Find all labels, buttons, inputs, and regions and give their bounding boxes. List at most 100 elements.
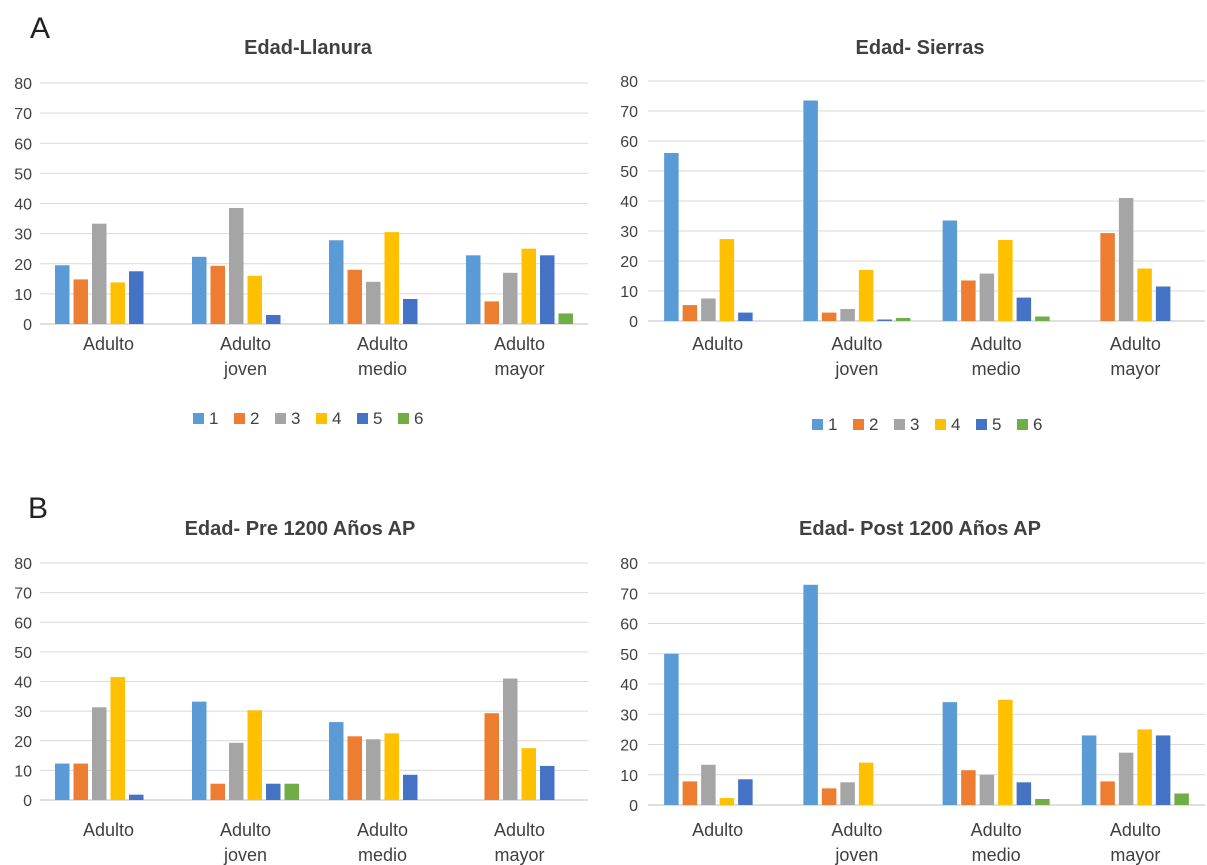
bar-5 (738, 779, 753, 805)
y-tick-label: 60 (14, 615, 32, 632)
bar-1 (329, 722, 344, 800)
legend-swatch (853, 419, 864, 430)
legend-swatch (316, 413, 327, 424)
y-tick-label: 10 (14, 763, 32, 780)
legend-swatch (812, 419, 823, 430)
y-tick-label: 80 (620, 556, 638, 573)
y-tick-label: 60 (620, 617, 638, 634)
legend-swatch (976, 419, 987, 430)
bar-5 (266, 314, 281, 324)
bar-4 (998, 699, 1013, 805)
y-tick-label: 30 (620, 707, 638, 724)
bar-2 (347, 269, 362, 324)
legend-swatch (234, 413, 245, 424)
bar-5 (129, 271, 144, 324)
category-label: Adulto (494, 334, 545, 354)
y-tick-label: 30 (620, 224, 638, 241)
bar-4 (998, 240, 1013, 321)
category-label: medio (358, 359, 407, 379)
legend-label: 5 (992, 415, 1001, 434)
legend-swatch (398, 413, 409, 424)
bar-5 (540, 765, 555, 800)
category-label: Adulto (831, 820, 882, 840)
bar-5 (1155, 286, 1171, 321)
bar-6 (558, 313, 573, 324)
y-tick-label: 40 (620, 194, 638, 211)
category-label: mayor (494, 359, 544, 379)
bar-2 (73, 763, 88, 800)
y-tick-label: 70 (620, 104, 638, 121)
category-label: medio (972, 845, 1021, 865)
legend-label: 6 (1033, 415, 1042, 434)
bar-3 (840, 309, 855, 321)
bar-5 (877, 319, 892, 321)
bar-1 (192, 701, 207, 800)
category-label: Adulto (971, 334, 1022, 354)
y-tick-label: 0 (23, 317, 32, 334)
y-tick-label: 20 (620, 254, 638, 271)
bar-4 (247, 710, 262, 800)
bar-4 (858, 762, 874, 805)
category-label: medio (972, 359, 1021, 379)
bar-1 (942, 220, 958, 321)
chart-title: Edad- Pre 1200 Años AP (185, 518, 416, 540)
category-label: Adulto (220, 334, 271, 354)
bar-3 (503, 272, 518, 324)
y-tick-label: 0 (629, 314, 638, 331)
category-label: Adulto (357, 820, 408, 840)
bar-3 (92, 707, 107, 800)
bar-3 (366, 739, 381, 800)
chart-title: Edad- Post 1200 Años AP (799, 518, 1041, 540)
bar-2 (961, 770, 976, 805)
y-tick-label: 20 (620, 738, 638, 755)
bar-6 (1174, 793, 1189, 805)
y-tick-label: 70 (620, 586, 638, 603)
bar-1 (192, 256, 207, 324)
bar-1 (55, 763, 70, 800)
bar-5 (403, 774, 418, 800)
y-tick-label: 10 (620, 768, 638, 785)
bar-2 (347, 736, 362, 800)
bar-3 (92, 223, 107, 324)
y-tick-label: 40 (14, 675, 32, 692)
legend-label: 3 (291, 409, 300, 428)
category-label: mayor (1110, 845, 1160, 865)
y-tick-label: 50 (14, 166, 32, 183)
y-tick-label: 20 (14, 257, 32, 274)
bar-2 (682, 781, 698, 805)
legend-label: 4 (332, 409, 341, 428)
legend-label: 6 (414, 409, 423, 428)
y-tick-label: 60 (620, 134, 638, 151)
bar-2 (682, 305, 698, 321)
category-label: Adulto (971, 820, 1022, 840)
bar-1 (803, 100, 818, 321)
bar-2 (210, 265, 225, 324)
bar-5 (1155, 735, 1171, 805)
category-label: mayor (494, 845, 544, 865)
y-tick-label: 60 (14, 136, 32, 153)
bar-4 (521, 248, 536, 324)
bar-4 (719, 798, 735, 805)
bar-4 (1137, 729, 1152, 805)
bar-5 (540, 255, 555, 324)
y-tick-label: 50 (620, 164, 638, 181)
bar-1 (466, 255, 481, 324)
bar-2 (484, 301, 499, 324)
legend-label: 1 (828, 415, 837, 434)
bar-1 (942, 702, 958, 805)
bar-2 (821, 788, 837, 805)
bar-3 (701, 764, 716, 805)
legend-label: 3 (910, 415, 919, 434)
bar-3 (366, 281, 381, 324)
legend-swatch (357, 413, 368, 424)
bar-3 (1118, 198, 1134, 321)
y-tick-label: 10 (620, 284, 638, 301)
bar-3 (979, 273, 995, 321)
legend-label: 1 (209, 409, 218, 428)
bar-4 (110, 677, 125, 800)
bar-2 (1100, 233, 1115, 321)
y-tick-label: 0 (23, 793, 32, 810)
bar-2 (73, 279, 88, 324)
y-tick-label: 70 (14, 586, 32, 603)
